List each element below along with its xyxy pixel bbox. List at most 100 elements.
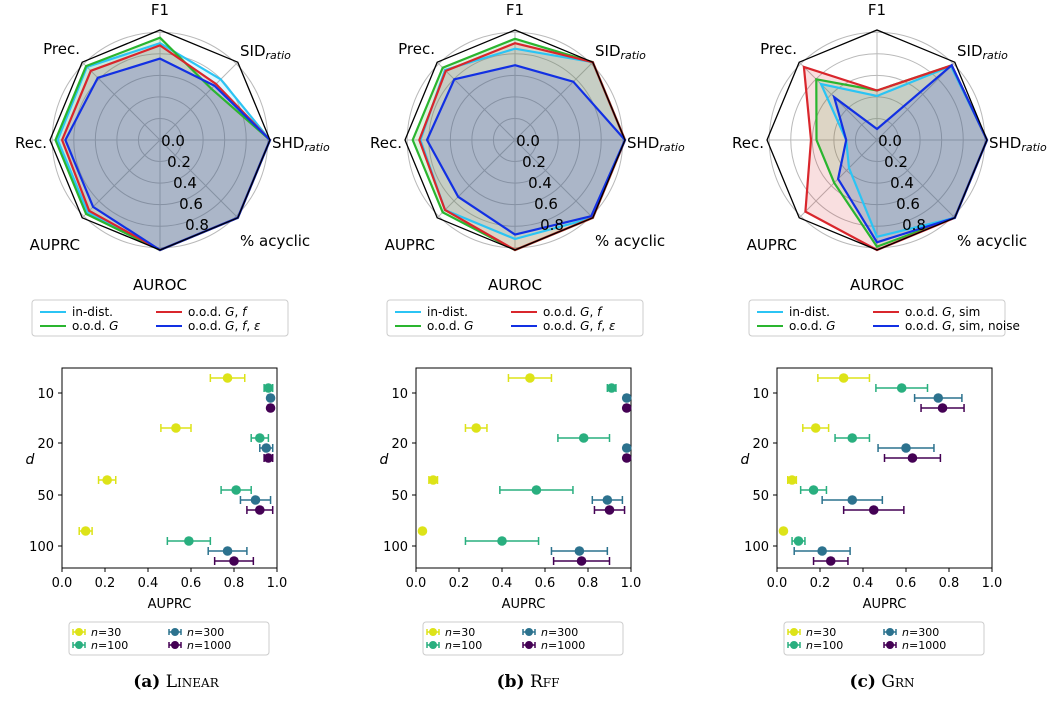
legend-label: o.o.d. G bbox=[427, 319, 473, 333]
x-tick-label: 1.0 bbox=[267, 576, 288, 591]
legend-label-part: G bbox=[225, 319, 234, 333]
data-point bbox=[263, 453, 274, 463]
radar-axis-label-subscript: ratio bbox=[659, 141, 685, 154]
radar-chart: 0.0 0.2 0.4 0.6 0.8 F1 SIDratio SHDratio % acycl… bbox=[732, 1, 1047, 294]
legend-label-part: , bbox=[589, 319, 597, 333]
legend-label-value: =100 bbox=[813, 639, 843, 652]
y-tick-label: 20 bbox=[752, 437, 769, 452]
caption-c-name: Grn bbox=[881, 672, 915, 692]
radar-fill bbox=[62, 45, 270, 251]
y-axis-label: d bbox=[380, 452, 389, 468]
x-tick-label: 0.0 bbox=[767, 576, 788, 591]
radar-tick-label: 0.4 bbox=[173, 174, 197, 192]
x-tick-label: 0.4 bbox=[492, 576, 513, 591]
legend-label-part: G bbox=[942, 319, 951, 333]
radar-spoke bbox=[514, 139, 594, 219]
radar-tick-label: 0.8 bbox=[540, 216, 564, 234]
caption-c: (c) Grn bbox=[706, 672, 1058, 692]
legend-label-part: , bbox=[601, 319, 609, 333]
radar-series-line bbox=[425, 64, 627, 236]
x-tick-label: 0.6 bbox=[535, 576, 556, 591]
data-point bbox=[604, 505, 615, 515]
radar-axis-label: AUROC bbox=[133, 276, 187, 294]
data-point bbox=[825, 556, 836, 566]
x-tick-label: 0.2 bbox=[449, 576, 470, 591]
radar-spoke bbox=[436, 61, 516, 141]
legend-label-part: f bbox=[242, 319, 248, 333]
data-point bbox=[937, 403, 948, 413]
data-point bbox=[847, 433, 858, 443]
data-point bbox=[428, 475, 439, 485]
legend-box bbox=[748, 299, 1006, 337]
radar-tick-label: 0.8 bbox=[185, 216, 209, 234]
legend-label-part: o.o.d. bbox=[188, 319, 225, 333]
radar-axis-label: SHDratio bbox=[627, 134, 685, 154]
radar-tick-label: 0.0 bbox=[161, 132, 185, 150]
legend-box bbox=[783, 621, 985, 656]
legend-label-part: o.o.d. bbox=[543, 305, 580, 319]
legend-box bbox=[386, 299, 644, 337]
legend-label-var: n bbox=[806, 626, 813, 639]
legend-label-part: f bbox=[242, 305, 248, 319]
radar-fill bbox=[427, 65, 625, 235]
data-point bbox=[606, 383, 617, 393]
data-point bbox=[254, 505, 265, 515]
data-point bbox=[574, 546, 585, 556]
legend-marker bbox=[75, 641, 83, 649]
radar-fill bbox=[420, 48, 625, 240]
legend-label-part: in-dist. bbox=[789, 305, 830, 319]
radar-axis-label: F1 bbox=[506, 1, 524, 19]
radar-axis-label: Prec. bbox=[43, 40, 80, 58]
caption-c-letter: (c) bbox=[849, 672, 876, 692]
data-point bbox=[901, 443, 911, 453]
legend-label-var: n bbox=[902, 639, 909, 652]
legend-marker bbox=[75, 628, 83, 636]
legend-label-var: n bbox=[187, 639, 194, 652]
radar-tick-label: 0.2 bbox=[167, 153, 191, 171]
legend-label-var: n bbox=[806, 639, 813, 652]
radar-frame bbox=[404, 29, 626, 251]
data-point bbox=[787, 475, 797, 485]
legend-marker bbox=[525, 641, 533, 649]
x-tick-label: 0.8 bbox=[578, 576, 599, 591]
legend-label-part: o.o.d. bbox=[905, 319, 942, 333]
legend-label: n=30 bbox=[91, 626, 121, 639]
data-point bbox=[621, 403, 632, 413]
data-point bbox=[525, 373, 535, 383]
radar-spoke bbox=[81, 139, 161, 219]
data-point bbox=[250, 495, 261, 505]
legend-label-value: =30 bbox=[813, 626, 836, 639]
legend-label: n=100 bbox=[806, 639, 843, 652]
legend-label: o.o.d. G, f bbox=[543, 305, 603, 319]
legend-label-value: =100 bbox=[98, 639, 128, 652]
y-tick-label: 20 bbox=[37, 437, 54, 452]
legend-label-value: =1000 bbox=[194, 639, 231, 652]
radar-frame bbox=[766, 29, 988, 251]
radar-fill bbox=[821, 66, 987, 237]
panel-2: 0.0 0.2 0.4 0.6 0.8 F1 SIDratio SHDratio % acycl… bbox=[732, 1, 1047, 656]
data-point bbox=[229, 556, 239, 566]
radar-axis-label: AUPRC bbox=[385, 236, 435, 254]
radar-axis-label-subscript: ratio bbox=[304, 141, 330, 154]
radar-axis-label-subscript: ratio bbox=[983, 49, 1009, 62]
radar-tick-label: 0.4 bbox=[528, 174, 552, 192]
radar-chart: 0.0 0.2 0.4 0.6 0.8 F1 SIDratio SHDratio % acycl… bbox=[15, 1, 330, 294]
data-point bbox=[263, 383, 274, 393]
data-point bbox=[265, 393, 276, 403]
x-tick-label: 0.0 bbox=[52, 576, 73, 591]
data-point bbox=[254, 433, 265, 443]
legend-label-part: o.o.d. bbox=[789, 319, 826, 333]
legend-label: n=300 bbox=[902, 626, 939, 639]
legend-label-part: o.o.d. bbox=[188, 305, 225, 319]
radar-fill bbox=[834, 65, 987, 243]
legend-label-part: G bbox=[580, 319, 589, 333]
radar-axis-label: AUPRC bbox=[30, 236, 80, 254]
legend-label: n=30 bbox=[806, 626, 836, 639]
y-tick-label: 10 bbox=[391, 387, 408, 402]
y-tick-label: 50 bbox=[752, 489, 769, 504]
radar-axis-label: F1 bbox=[151, 1, 169, 19]
legend-label: n=100 bbox=[91, 639, 128, 652]
legend-label: o.o.d. G, f, ε bbox=[543, 319, 616, 333]
data-point bbox=[261, 443, 272, 453]
